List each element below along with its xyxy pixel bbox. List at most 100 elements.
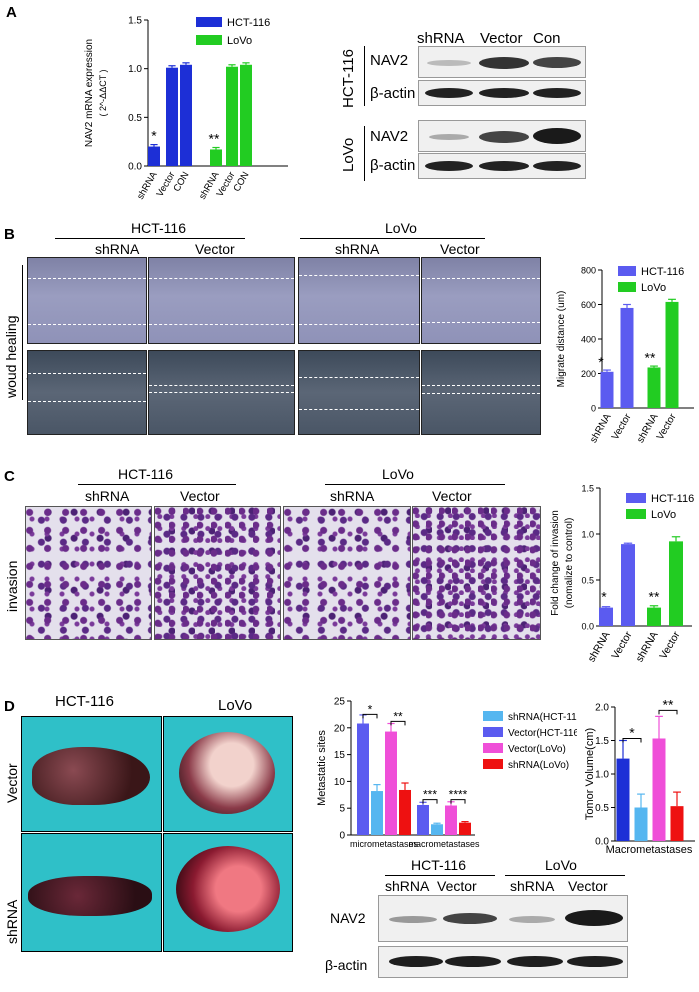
significance-bracket — [422, 799, 438, 804]
legend-swatch — [196, 17, 222, 27]
c-group-lovo: LoVo — [382, 466, 414, 482]
chart-a: 0.0 0.5 1.0 1.5 NAV2 mRNA expression( 2^-ΔΔC… — [84, 16, 288, 202]
tumor-lovo-vector — [163, 716, 293, 832]
legend-swatch — [626, 509, 646, 519]
wound-hct116-vector-36h — [148, 350, 295, 435]
bar-vector-lovo--1 — [445, 805, 457, 835]
b-col-4: Vector — [440, 241, 480, 257]
legend-label: Vector(HCT-116) — [508, 728, 577, 739]
significance-mark: * — [629, 724, 635, 740]
d-blot-group-lovo: LoVo — [545, 857, 577, 873]
bar-lovo-3 — [210, 149, 222, 166]
c-group-hct116: HCT-116 — [118, 466, 173, 482]
legend-swatch — [618, 282, 636, 292]
d-group-lovo: LoVo — [218, 697, 253, 714]
blot-a-row-nav2-1: NAV2 — [370, 52, 409, 69]
b-group-lovo: LoVo — [385, 220, 417, 236]
bar-hct-116-1 — [166, 67, 178, 166]
blot-a-header-shrna: shRNA — [417, 30, 465, 47]
y-tick-label: 15 — [334, 750, 346, 761]
y-tick-label: 200 — [581, 369, 596, 379]
d-blot-nav2 — [378, 895, 628, 942]
invasion-lovo-shrna — [283, 506, 411, 640]
y-tick-label: 0.5 — [581, 576, 594, 586]
bar-shrna-hct-116- — [634, 807, 648, 841]
legend-swatch — [626, 493, 646, 503]
wound-lovo-shrna-0h — [298, 257, 420, 344]
d-blot-row-nav2: NAV2 — [330, 910, 366, 926]
bar-shrna-lovo- — [670, 806, 684, 841]
legend-swatch — [483, 759, 503, 769]
x-tick-label: shRNA — [635, 412, 661, 445]
invasion-lovo-vector — [412, 506, 541, 640]
y-tick-label: 1.5 — [128, 16, 142, 27]
y-tick-label: 0.5 — [595, 803, 609, 814]
bar-hct-116-1 — [621, 544, 635, 626]
b-group-lovo-line — [300, 238, 485, 239]
blot-a-divider-2 — [364, 126, 365, 181]
tumor-hct116-shrna — [21, 833, 162, 952]
legend-label: Vector(LoVo) — [508, 744, 566, 755]
b-side-label: woud healing — [3, 315, 19, 398]
wound-hct116-shrna-36h — [27, 350, 147, 435]
wound-hct116-shrna-0h — [27, 257, 147, 344]
x-tick-label: CON — [172, 170, 192, 194]
tumor-hct116-vector — [21, 716, 162, 832]
significance-mark: * — [151, 128, 157, 144]
y-tick-label: 5 — [339, 804, 345, 815]
d-blot-actin — [378, 946, 628, 978]
blot-a-divider-1 — [364, 46, 365, 106]
legend-swatch — [483, 711, 503, 721]
legend-label: shRNA(HCT-116) — [508, 712, 577, 723]
y-tick-label: 0.5 — [128, 113, 142, 124]
blot-a-nav2-lovo — [418, 120, 586, 152]
significance-mark: ** — [663, 697, 674, 712]
legend-swatch — [483, 727, 503, 737]
y-tick-label: 0 — [339, 831, 345, 842]
bar-hct-116-2 — [180, 64, 192, 166]
y-axis-label-2: (nomalize to control) — [564, 518, 575, 609]
blot-a-nav2-hct116 — [418, 46, 586, 78]
significance-bracket — [390, 720, 406, 726]
b-group-hct116-line — [55, 238, 245, 239]
c-group-hct116-line — [78, 484, 236, 485]
d-row-vector: Vector — [4, 763, 20, 803]
c-side-label: invasion — [4, 560, 20, 612]
blot-a-actin-hct116 — [418, 80, 586, 106]
b-side-line — [22, 265, 23, 400]
legend-swatch — [618, 266, 636, 276]
d-blot-header-3: shRNA — [510, 878, 555, 894]
bar-hct-116-0 — [600, 371, 614, 408]
y-axis-label: Fold change of invasion — [550, 510, 561, 616]
b-group-hct116: HCT-116 — [131, 220, 186, 236]
y-axis-label: Metastatic sites — [316, 730, 328, 806]
b-col-3: shRNA — [335, 241, 380, 257]
panel-label-d: D — [4, 698, 15, 715]
b-col-1: shRNA — [95, 241, 140, 257]
wound-lovo-vector-0h — [421, 257, 541, 344]
significance-bracket — [362, 713, 378, 719]
x-tick-label: shRNA — [588, 412, 614, 445]
bar-vector-hct-116--0 — [357, 723, 369, 835]
bar-hct-116-1 — [620, 307, 634, 408]
bar-lovo-3 — [669, 541, 683, 626]
y-tick-label: 20 — [334, 723, 346, 734]
x-tick-label: CON — [232, 170, 252, 194]
bar-lovo-3 — [665, 301, 679, 408]
chart-c: 0.0 0.5 1.0 1.5 Fold change of invasion (noma… — [550, 484, 694, 665]
y-tick-label: 10 — [334, 777, 346, 788]
y-tick-label: 600 — [581, 300, 596, 310]
significance-mark: * — [601, 589, 607, 605]
y-tick-label: 0.0 — [595, 837, 609, 848]
panel-label-c: C — [4, 468, 15, 485]
significance-bracket — [658, 709, 678, 715]
c-group-lovo-line — [325, 484, 505, 485]
bar-shrna-hct-116--1 — [431, 824, 443, 835]
blot-a-row-actin-1: β-actin — [370, 85, 416, 102]
y-tick-label: 1.5 — [595, 736, 609, 747]
significance-mark: ** — [649, 589, 660, 605]
x-tick-label: Vector — [610, 411, 634, 442]
y-tick-label: 1.0 — [581, 530, 594, 540]
legend-swatch — [196, 35, 222, 45]
x-tick-label: micrometastases — [350, 839, 419, 849]
